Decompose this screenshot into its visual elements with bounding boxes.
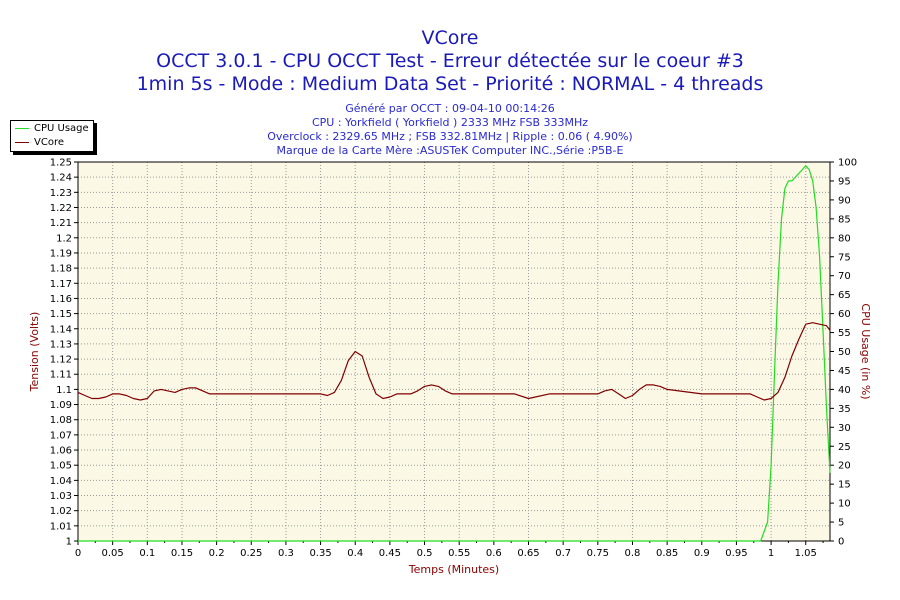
y-right-tick-label: 25 bbox=[838, 442, 851, 453]
x-tick-label: 1 bbox=[768, 548, 774, 559]
y-left-tick-label: 1.01 bbox=[50, 521, 72, 532]
y-left-tick-label: 1.04 bbox=[50, 476, 72, 487]
info-line-cpu: CPU : Yorkfield ( Yorkfield ) 2333 MHz F… bbox=[311, 116, 589, 129]
y-right-tick-label: 5 bbox=[838, 518, 844, 529]
x-tick-label: 0.55 bbox=[448, 548, 470, 559]
y-right-tick-label: 70 bbox=[838, 271, 851, 282]
y-left-tick-label: 1.15 bbox=[50, 309, 72, 320]
x-tick-label: 0.75 bbox=[587, 548, 609, 559]
y-left-tick-label: 1.13 bbox=[50, 339, 72, 350]
chart-titles: VCore OCCT 3.0.1 - CPU OCCT Test - Erreu… bbox=[0, 26, 900, 96]
y-left-tick-label: 1.23 bbox=[50, 188, 72, 199]
series-line-cpu-usage bbox=[78, 165, 831, 542]
y-left-tick-label: 1.14 bbox=[50, 324, 72, 335]
legend-entry-cpu-usage: CPU Usage bbox=[11, 121, 93, 135]
x-tick-label: 0.6 bbox=[486, 548, 502, 559]
x-tick-label: 0.7 bbox=[555, 548, 571, 559]
y-left-tick-label: 1.18 bbox=[50, 264, 72, 275]
y-right-tick-label: 45 bbox=[838, 366, 851, 377]
y-right-tick-label: 15 bbox=[838, 480, 851, 491]
y-left-tick-label: 1.16 bbox=[50, 294, 72, 305]
x-tick-label: 0.35 bbox=[309, 548, 331, 559]
y-right-tick-label: 80 bbox=[838, 233, 851, 244]
y-left-tick-label: 1.12 bbox=[50, 355, 72, 366]
y-left-tick-label: 1.22 bbox=[50, 203, 72, 214]
y-right-tick-label: 100 bbox=[838, 158, 857, 169]
y-right-tick-label: 65 bbox=[838, 290, 851, 301]
y-right-tick-label: 40 bbox=[838, 385, 851, 396]
plot-area bbox=[78, 162, 830, 541]
x-tick-label: 0.05 bbox=[102, 548, 124, 559]
x-axis-label: Temps (Minutes) bbox=[408, 563, 499, 576]
y-left-tick-label: 1.06 bbox=[50, 446, 72, 457]
y-left-tick-label: 1.24 bbox=[50, 173, 72, 184]
legend-swatch-cpu-usage bbox=[15, 127, 29, 129]
y-left-tick-label: 1.2 bbox=[56, 233, 72, 244]
x-tick-label: 0 bbox=[75, 548, 81, 559]
info-line-generated: Généré par OCCT : 09-04-10 00:14:26 bbox=[345, 102, 555, 115]
x-tick-label: 0.1 bbox=[139, 548, 155, 559]
y-right-tick-label: 20 bbox=[838, 461, 851, 472]
x-tick-label: 0.5 bbox=[417, 548, 433, 559]
y-right-tick-label: 50 bbox=[838, 347, 851, 358]
y-right-tick-label: 35 bbox=[838, 404, 851, 415]
y-left-tick-label: 1.1 bbox=[56, 385, 72, 396]
x-tick-label: 0.45 bbox=[379, 548, 401, 559]
x-tick-label: 0.2 bbox=[209, 548, 225, 559]
legend-entry-vcore: VCore bbox=[11, 135, 93, 149]
legend-swatch-vcore bbox=[15, 141, 29, 143]
x-tick-label: 0.9 bbox=[694, 548, 710, 559]
chart-legend: CPU Usage VCore bbox=[10, 120, 94, 152]
y-left-axis-label: Tension (Volts) bbox=[28, 312, 41, 393]
y-left-tick-label: 1.17 bbox=[50, 279, 72, 290]
x-tick-label: 0.85 bbox=[656, 548, 678, 559]
chart-subtitle-1: OCCT 3.0.1 - CPU OCCT Test - Erreur déte… bbox=[156, 50, 744, 72]
series-line-vcore bbox=[77, 322, 831, 401]
y-right-axis-label: CPU Usage (in %) bbox=[859, 303, 872, 399]
y-right-tick-label: 0 bbox=[838, 537, 844, 548]
x-tick-label: 1.05 bbox=[795, 548, 817, 559]
y-right-tick-label: 95 bbox=[838, 176, 851, 187]
x-tick-label: 0.3 bbox=[278, 548, 294, 559]
y-left-tick-label: 1.08 bbox=[50, 415, 72, 426]
y-right-tick-label: 90 bbox=[838, 195, 851, 206]
x-tick-label: 0.95 bbox=[725, 548, 747, 559]
y-right-tick-label: 60 bbox=[838, 309, 851, 320]
chart-title: VCore bbox=[421, 27, 479, 49]
legend-label-cpu-usage: CPU Usage bbox=[34, 122, 89, 134]
x-tick-label: 0.4 bbox=[347, 548, 363, 559]
x-tick-label: 0.15 bbox=[171, 548, 193, 559]
y-right-tick-label: 10 bbox=[838, 499, 851, 510]
info-line-overclock: Overclock : 2329.65 MHz ; FSB 332.81MHz … bbox=[267, 130, 633, 143]
y-right-tick-label: 85 bbox=[838, 214, 851, 225]
x-tick-label: 0.65 bbox=[517, 548, 539, 559]
y-right-tick-label: 75 bbox=[838, 252, 851, 263]
legend-label-vcore: VCore bbox=[34, 136, 64, 148]
y-left-tick-label: 1.02 bbox=[50, 506, 72, 517]
system-info: Généré par OCCT : 09-04-10 00:14:26 CPU … bbox=[0, 102, 900, 158]
y-left-tick-label: 1.09 bbox=[50, 400, 72, 411]
y-right-tick-label: 30 bbox=[838, 423, 851, 434]
x-tick-label: 0.25 bbox=[240, 548, 262, 559]
chart-subtitle-2: 1min 5s - Mode : Medium Data Set - Prior… bbox=[136, 73, 764, 95]
y-left-tick-label: 1.21 bbox=[50, 218, 72, 229]
y-right-tick-label: 55 bbox=[838, 328, 851, 339]
y-left-tick-label: 1.11 bbox=[50, 370, 72, 381]
x-tick-label: 0.8 bbox=[625, 548, 641, 559]
y-left-tick-label: 1.19 bbox=[50, 248, 72, 259]
y-left-tick-label: 1.03 bbox=[50, 491, 72, 502]
y-left-tick-label: 1.05 bbox=[50, 461, 72, 472]
y-left-tick-label: 1 bbox=[66, 537, 72, 548]
info-line-motherboard: Marque de la Carte Mère :ASUSTeK Compute… bbox=[276, 144, 624, 157]
y-left-tick-label: 1.25 bbox=[50, 158, 72, 169]
y-left-tick-label: 1.07 bbox=[50, 430, 72, 441]
